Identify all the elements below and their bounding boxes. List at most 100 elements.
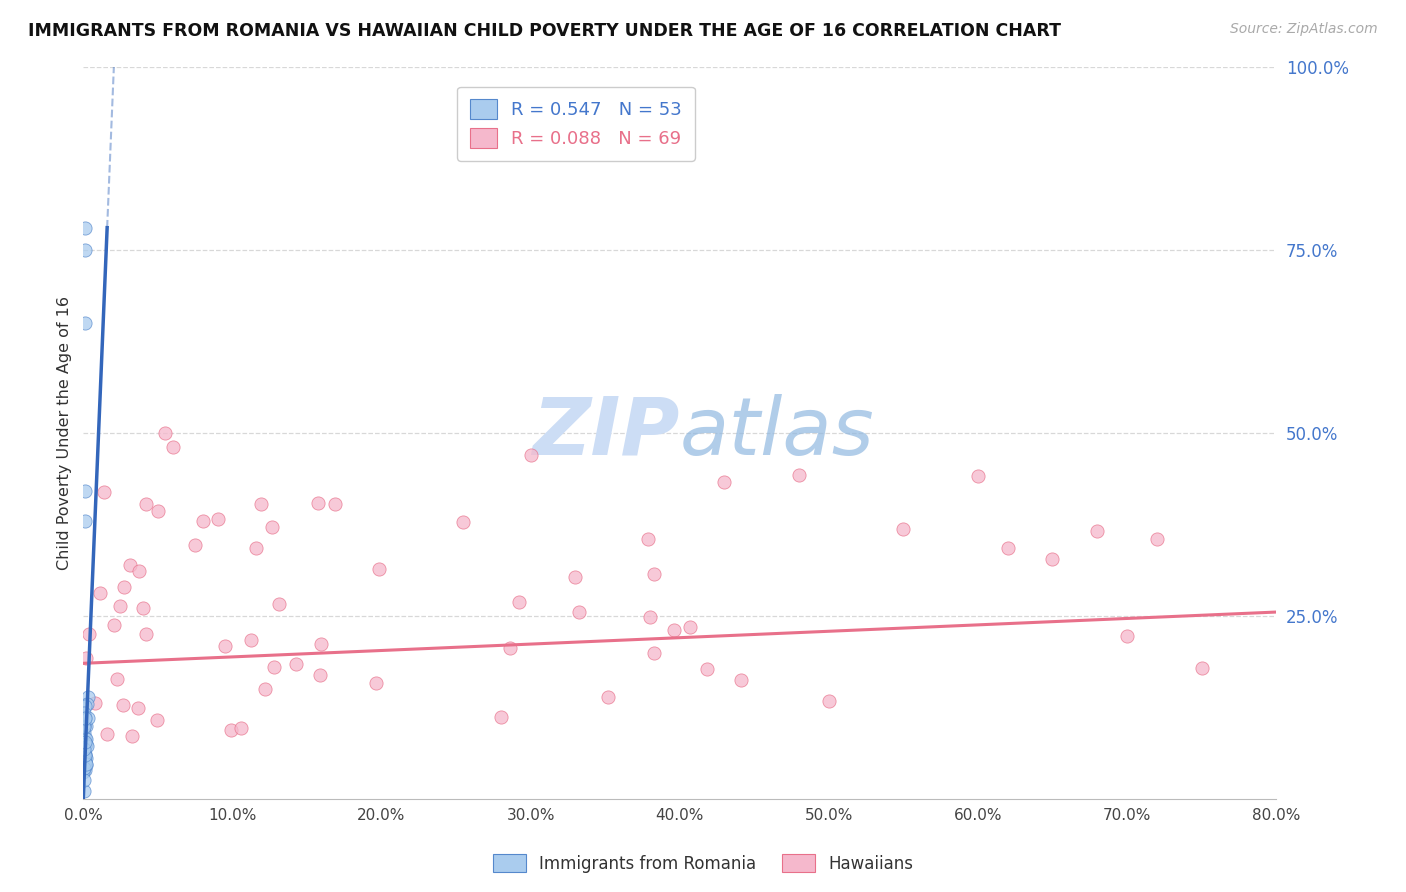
Point xyxy=(73,733,96,747)
Point xyxy=(263,659,285,673)
Point xyxy=(817,694,839,708)
Point xyxy=(239,632,262,647)
Point xyxy=(75,732,97,747)
Point xyxy=(72,764,94,779)
Point xyxy=(93,485,115,500)
Point xyxy=(72,743,94,757)
Point xyxy=(679,620,702,634)
Point xyxy=(73,698,96,713)
Point xyxy=(564,570,586,584)
Point xyxy=(229,721,252,735)
Point xyxy=(72,731,94,746)
Point xyxy=(73,772,96,787)
Point xyxy=(112,698,135,713)
Point xyxy=(72,732,94,747)
Point xyxy=(73,747,96,761)
Point xyxy=(997,541,1019,555)
Text: IMMIGRANTS FROM ROMANIA VS HAWAIIAN CHILD POVERTY UNDER THE AGE OF 16 CORRELATIO: IMMIGRANTS FROM ROMANIA VS HAWAIIAN CHIL… xyxy=(28,22,1062,40)
Point xyxy=(108,599,131,613)
Point xyxy=(75,719,97,733)
Point xyxy=(112,580,135,594)
Point xyxy=(73,706,96,720)
Point xyxy=(84,696,107,710)
Point xyxy=(75,484,97,499)
Point xyxy=(269,597,291,611)
Point xyxy=(891,522,914,536)
Point xyxy=(73,713,96,727)
Text: ZIP: ZIP xyxy=(533,393,679,472)
Point xyxy=(73,720,96,734)
Point xyxy=(1042,552,1064,566)
Point xyxy=(135,627,157,641)
Point xyxy=(307,496,329,510)
Point xyxy=(368,562,391,576)
Point xyxy=(191,514,214,528)
Point xyxy=(75,757,97,772)
Point xyxy=(96,726,118,740)
Point xyxy=(75,220,97,235)
Point xyxy=(75,757,97,772)
Point xyxy=(637,532,659,546)
Point xyxy=(73,735,96,749)
Point xyxy=(1116,629,1139,643)
Point xyxy=(1191,661,1213,675)
Point xyxy=(207,512,229,526)
Point xyxy=(73,747,96,762)
Point xyxy=(73,751,96,765)
Point xyxy=(72,756,94,770)
Point xyxy=(75,650,97,665)
Point xyxy=(73,742,96,756)
Point xyxy=(76,751,98,765)
Point xyxy=(146,504,169,518)
Point xyxy=(253,682,276,697)
Point xyxy=(73,763,96,777)
Point xyxy=(75,737,97,751)
Point xyxy=(72,755,94,769)
Point xyxy=(1146,532,1168,546)
Point xyxy=(219,723,242,737)
Point xyxy=(73,747,96,761)
Point xyxy=(75,750,97,764)
Point xyxy=(489,710,512,724)
Point xyxy=(662,623,685,637)
Point xyxy=(127,701,149,715)
Point xyxy=(519,448,541,462)
Point xyxy=(72,719,94,733)
Point xyxy=(73,737,96,751)
Point xyxy=(309,668,332,682)
Point xyxy=(967,469,990,483)
Point xyxy=(73,514,96,528)
Point xyxy=(131,600,153,615)
Point xyxy=(451,515,474,529)
Point xyxy=(75,710,97,724)
Point xyxy=(73,744,96,758)
Point xyxy=(596,690,619,704)
Point xyxy=(696,662,718,676)
Point xyxy=(145,713,167,727)
Point xyxy=(75,731,97,745)
Point xyxy=(568,605,591,619)
Point xyxy=(249,497,271,511)
Point xyxy=(89,585,111,599)
Point xyxy=(73,754,96,768)
Point xyxy=(76,711,98,725)
Point xyxy=(76,690,98,705)
Point xyxy=(77,626,100,640)
Point xyxy=(309,637,332,651)
Point xyxy=(787,468,810,483)
Point xyxy=(73,708,96,723)
Point xyxy=(245,541,267,555)
Point xyxy=(643,647,665,661)
Point xyxy=(128,564,150,578)
Point xyxy=(73,761,96,775)
Point xyxy=(120,558,142,573)
Y-axis label: Child Poverty Under the Age of 16: Child Poverty Under the Age of 16 xyxy=(58,295,72,570)
Point xyxy=(643,566,665,581)
Point xyxy=(73,755,96,769)
Point xyxy=(73,745,96,759)
Point xyxy=(262,520,284,534)
Point xyxy=(73,316,96,330)
Point xyxy=(183,538,205,552)
Point xyxy=(73,725,96,739)
Point xyxy=(121,729,143,743)
